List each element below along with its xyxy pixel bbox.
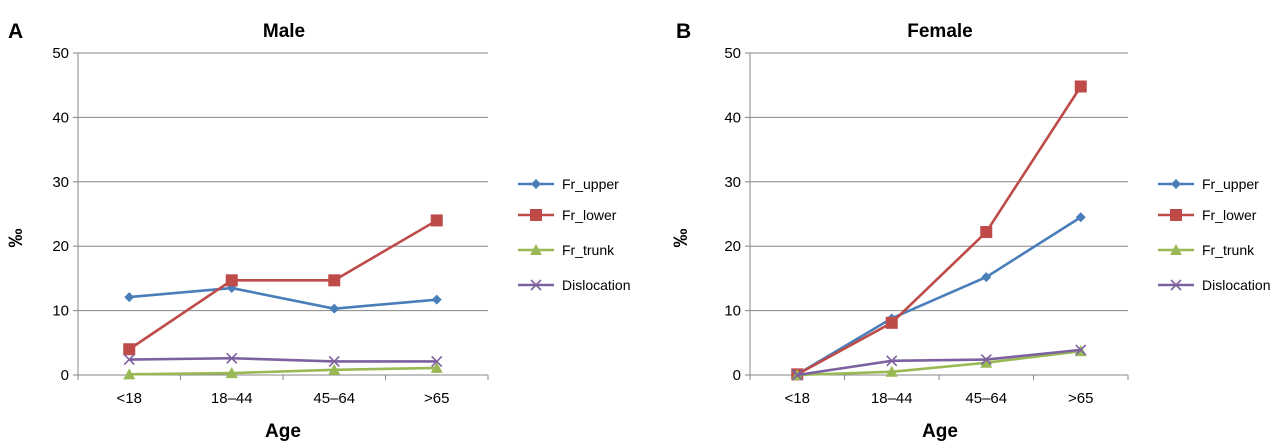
data-point xyxy=(123,353,135,366)
legend-entry: Dislocation xyxy=(1158,277,1270,293)
data-point xyxy=(328,355,340,368)
y-tick-label: 30 xyxy=(52,174,69,191)
series-fr_lower xyxy=(123,214,443,356)
data-point xyxy=(225,274,238,287)
legend-entry: Fr_lower xyxy=(1158,207,1257,223)
legend-label: Fr_trunk xyxy=(562,242,615,258)
legend-entry: Fr_trunk xyxy=(1158,242,1255,258)
series-line xyxy=(129,286,437,310)
series-dislocation xyxy=(791,344,1087,381)
series-line xyxy=(128,219,438,351)
data-point xyxy=(123,368,136,380)
y-tick-label: 20 xyxy=(52,238,69,255)
y-axis-label: ‰ xyxy=(671,229,692,248)
data-point xyxy=(885,365,898,377)
chart-title: Male xyxy=(263,21,305,42)
x-tick-label: >65 xyxy=(424,390,449,407)
x-tick-label: 18–44 xyxy=(871,390,913,407)
chart-title: Female xyxy=(907,21,972,42)
data-point xyxy=(1075,212,1086,223)
series-line xyxy=(129,366,437,376)
legend-marker xyxy=(1170,209,1182,221)
data-point xyxy=(431,355,443,368)
legend: Fr_upper Fr_lower Fr_trunk Dislocation xyxy=(518,176,630,293)
data-point xyxy=(225,367,238,379)
data-point xyxy=(124,292,135,303)
y-tick-label: 50 xyxy=(724,45,741,62)
legend-label: Fr_upper xyxy=(562,176,619,192)
chart-panel-b: B Female 0 10 20 30 40 50 <18 18–44 45–64 >65 Age ‰ Fr… xyxy=(671,20,1270,441)
data-point xyxy=(328,363,341,375)
x-tick-label: <18 xyxy=(785,390,810,407)
data-point xyxy=(1074,80,1087,93)
legend-marker xyxy=(1170,244,1182,255)
legend-label: Fr_lower xyxy=(1202,207,1257,223)
panel-letter: B xyxy=(676,20,691,43)
data-point xyxy=(886,355,898,367)
series-fr_upper xyxy=(124,283,442,314)
data-point xyxy=(431,294,442,305)
data-point xyxy=(980,353,992,366)
series-line xyxy=(797,348,1081,377)
data-point xyxy=(980,226,993,239)
legend-entry: Fr_lower xyxy=(518,207,617,223)
legend: Fr_upper Fr_lower Fr_trunk Dislocation xyxy=(1158,176,1270,293)
y-tick-label: 30 xyxy=(724,174,741,191)
data-point xyxy=(981,272,992,283)
y-tick-label: 10 xyxy=(52,303,69,320)
legend-marker xyxy=(1170,279,1182,291)
y-tick-label: 40 xyxy=(724,109,741,126)
series-line xyxy=(129,356,437,363)
y-tick-label: 0 xyxy=(61,367,69,384)
legend-entry: Fr_trunk xyxy=(518,242,615,258)
series-dislocation xyxy=(123,352,443,368)
x-tick-label: 45–64 xyxy=(313,390,355,407)
y-axis-label: ‰ xyxy=(6,229,27,248)
legend-marker xyxy=(1171,179,1181,189)
data-point xyxy=(1075,344,1087,356)
legend-entry: Fr_upper xyxy=(518,176,619,192)
y-tick-label: 50 xyxy=(52,45,69,62)
legend-entry: Fr_upper xyxy=(1158,176,1259,192)
y-tick-label: 40 xyxy=(52,109,69,126)
x-tick-label: <18 xyxy=(117,390,142,407)
legend-label: Dislocation xyxy=(1202,277,1270,293)
x-axis-label: Age xyxy=(922,421,958,441)
series-line xyxy=(796,85,1082,376)
data-point xyxy=(430,361,443,373)
legend-marker xyxy=(531,179,541,189)
legend-label: Dislocation xyxy=(562,277,630,293)
series-line xyxy=(796,216,1082,376)
series-fr_trunk xyxy=(123,361,443,380)
data-point xyxy=(430,214,443,227)
legend-entry: Dislocation xyxy=(518,277,630,293)
x-tick-label: >65 xyxy=(1068,390,1093,407)
legend-marker xyxy=(530,244,542,255)
legend-marker xyxy=(530,209,542,221)
x-axis-label: Age xyxy=(265,421,301,441)
legend-marker xyxy=(530,279,542,291)
series-line xyxy=(797,349,1081,377)
panel-letter: A xyxy=(8,20,23,43)
data-point xyxy=(123,343,136,356)
x-tick-label: 18–44 xyxy=(211,390,253,407)
data-point xyxy=(980,356,993,368)
legend-label: Fr_trunk xyxy=(1202,242,1255,258)
data-point xyxy=(328,274,341,287)
data-point xyxy=(329,303,340,314)
legend-label: Fr_upper xyxy=(1202,176,1259,192)
y-tick-label: 20 xyxy=(724,238,741,255)
y-tick-label: 0 xyxy=(733,367,741,384)
data-point xyxy=(791,369,803,381)
data-point xyxy=(226,352,238,364)
y-tick-label: 10 xyxy=(724,303,741,320)
data-point xyxy=(885,316,898,329)
chart-panel-a: A Male 0 10 20 30 40 50 <18 18–44 45–64 >65 Age ‰ Fr_u… xyxy=(6,20,630,441)
legend-label: Fr_lower xyxy=(562,207,617,223)
series-fr_lower xyxy=(791,80,1087,381)
x-tick-label: 45–64 xyxy=(965,390,1007,407)
